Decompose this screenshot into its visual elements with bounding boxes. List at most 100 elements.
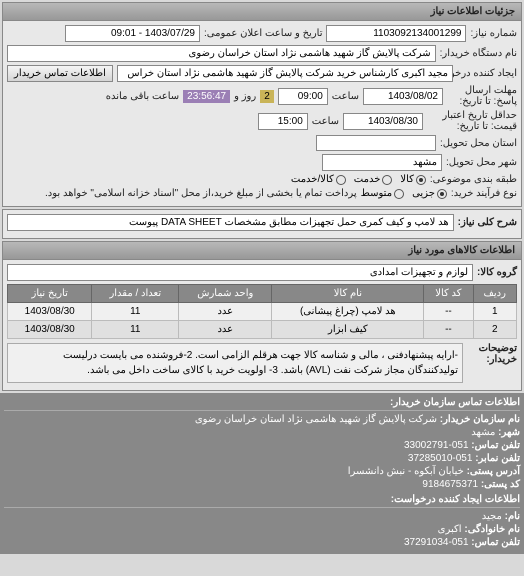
reply-deadline-label: مهلت ارسال پاسخ: تا تاریخ: bbox=[447, 85, 517, 107]
row-city: شهر محل تحویل: مشهد bbox=[7, 154, 517, 171]
device-name-label: نام دستگاه خریدار: bbox=[440, 48, 517, 59]
need-desc-field: هد لامپ و کیف کمری حمل تجهیزات مطابق مشخ… bbox=[7, 214, 454, 231]
radio-goods[interactable]: کالا bbox=[400, 174, 426, 185]
name-label: نام: bbox=[505, 511, 520, 522]
contact-section-title: اطلاعات تماس سازمان خریدار: bbox=[4, 397, 520, 411]
row-buyer-notes: توضیحات خریدار: -ارایه پیشنهادفنی ، مالی… bbox=[7, 343, 517, 383]
need-desc-label: شرح کلی نیاز: bbox=[458, 217, 517, 228]
row-need-desc: شرح کلی نیاز: هد لامپ و کیف کمری حمل تجه… bbox=[7, 214, 517, 231]
goods-group-label: گروه کالا: bbox=[477, 267, 517, 278]
contact-city-value: مشهد bbox=[471, 427, 495, 438]
goods-group-field: لوازم و تجهیزات امدادی bbox=[7, 264, 473, 281]
radio-both[interactable]: کالا/خدمت bbox=[291, 174, 346, 185]
datetime-label: تاریخ و ساعت اعلان عمومی: bbox=[204, 28, 323, 39]
address-value: خیابان آبکوه - نبش دانشسرا bbox=[348, 466, 464, 477]
cell: -- bbox=[424, 303, 473, 321]
radio-goods-circle bbox=[416, 175, 426, 185]
radio-service-label: خدمت bbox=[354, 174, 381, 185]
cell: هد لامپ (چراغ پیشانی) bbox=[272, 303, 424, 321]
process-radio-group: جزیی متوسط bbox=[361, 188, 447, 199]
radio-service-circle bbox=[382, 175, 392, 185]
goods-table: ردیف کد کالا نام کالا واحد شمارش تعداد /… bbox=[7, 284, 517, 339]
main-panel: جزئیات اطلاعات نیاز شماره نیاز: 11030921… bbox=[2, 2, 522, 207]
min-valid-date-field: 1403/08/30 bbox=[343, 113, 423, 130]
cell: 1403/08/30 bbox=[8, 303, 92, 321]
cell: 11 bbox=[92, 321, 179, 339]
creator-phone-label: تلفن تماس: bbox=[471, 537, 520, 548]
need-number-label: شماره نیاز: bbox=[470, 28, 517, 39]
table-row: 1 -- هد لامپ (چراغ پیشانی) عدد 11 1403/0… bbox=[8, 303, 517, 321]
radio-goods-label: کالا bbox=[400, 174, 414, 185]
radio-medium[interactable]: متوسط bbox=[361, 188, 404, 199]
contact-city-label: شهر: bbox=[498, 427, 520, 438]
row-reply-deadline: مهلت ارسال پاسخ: تا تاریخ: 1403/08/02 سا… bbox=[7, 85, 517, 107]
row-province: استان محل تحویل: bbox=[7, 135, 517, 151]
cell: 1403/08/30 bbox=[8, 321, 92, 339]
cell: -- bbox=[424, 321, 473, 339]
row-goods-group: گروه کالا: لوازم و تجهیزات امدادی bbox=[7, 264, 517, 281]
cell: 11 bbox=[92, 303, 179, 321]
creator-lastname-line: نام خانوادگی: اکبری bbox=[4, 524, 520, 535]
contact-address-line: آدرس پستی: خیابان آبکوه - نبش دانشسرا bbox=[4, 466, 520, 477]
creator-name-line: نام: مجید bbox=[4, 511, 520, 522]
postcode-value: 9184675371 bbox=[422, 479, 478, 490]
radio-both-circle bbox=[336, 175, 346, 185]
goods-panel: اطلاعات کالاهای مورد نیاز گروه کالا: لوا… bbox=[2, 241, 522, 391]
time-label-2: ساعت bbox=[312, 116, 339, 127]
province-label: استان محل تحویل: bbox=[440, 138, 517, 149]
datetime-field: 1403/07/29 - 09:01 bbox=[65, 25, 200, 42]
col-name: نام کالا bbox=[272, 285, 424, 303]
requester-field: مجید اکبری کارشناس خرید شرکت پالایش گاز … bbox=[117, 65, 453, 82]
cell: کیف ابزار bbox=[272, 321, 424, 339]
contact-phone-line: تلفن تماس: 051-33002791 bbox=[4, 440, 520, 451]
table-row: 2 -- کیف ابزار عدد 11 1403/08/30 bbox=[8, 321, 517, 339]
row-min-valid: حداقل تاریخ اعتبار قیمت: تا تاریخ: 1403/… bbox=[7, 110, 517, 132]
remaining-time-badge: 23:56:47 bbox=[183, 90, 230, 103]
requester-label: ایجاد کننده درخواست: bbox=[457, 68, 517, 79]
category-radio-group: کالا خدمت کالا/خدمت bbox=[291, 174, 426, 185]
lastname-label: نام خانوادگی: bbox=[464, 524, 520, 535]
contact-section: اطلاعات تماس سازمان خریدار: نام سازمان خ… bbox=[0, 393, 524, 554]
goods-body: گروه کالا: لوازم و تجهیزات امدادی ردیف ک… bbox=[3, 260, 521, 390]
reply-time-field: 09:00 bbox=[278, 88, 328, 105]
city-field: مشهد bbox=[322, 154, 442, 171]
address-label: آدرس پستی: bbox=[467, 466, 520, 477]
need-desc-body: شرح کلی نیاز: هد لامپ و کیف کمری حمل تجه… bbox=[3, 210, 521, 238]
city-label: شهر محل تحویل: bbox=[446, 157, 517, 168]
radio-medium-label: متوسط bbox=[361, 188, 392, 199]
radio-service[interactable]: خدمت bbox=[354, 174, 393, 185]
panel-body: شماره نیاز: 1103092134001299 تاریخ و ساع… bbox=[3, 21, 521, 206]
row-process-type: نوع فرآیند خرید: جزیی متوسط پرداخت تمام … bbox=[7, 188, 517, 199]
buyer-notes-text: -ارایه پیشنهادفنی ، مالی و شناسه کالا جه… bbox=[7, 343, 463, 383]
reply-date-field: 1403/08/02 bbox=[363, 88, 443, 105]
lastname-value: اکبری bbox=[438, 524, 462, 535]
need-desc-panel: شرح کلی نیاز: هد لامپ و کیف کمری حمل تجه… bbox=[2, 209, 522, 239]
cell: 1 bbox=[473, 303, 516, 321]
col-qty: تعداد / مقدار bbox=[92, 285, 179, 303]
device-name-field: شرکت پالایش گاز شهید هاشمی نژاد استان خر… bbox=[7, 45, 436, 62]
min-valid-time-field: 15:00 bbox=[258, 113, 308, 130]
contact-org-line: نام سازمان خریدار: شرکت پالایش گاز شهید … bbox=[4, 414, 520, 425]
phone-label: تلفن تماس: bbox=[471, 440, 520, 451]
contact-buyer-button[interactable]: اطلاعات تماس خریدار bbox=[7, 65, 113, 82]
need-number-field: 1103092134001299 bbox=[326, 25, 466, 42]
col-code: کد کالا bbox=[424, 285, 473, 303]
col-date: تاریخ نیاز bbox=[8, 285, 92, 303]
row-category: طبقه بندی موضوعی: کالا خدمت کالا/خدمت bbox=[7, 174, 517, 185]
phone-value: 051-33002791 bbox=[404, 440, 469, 451]
goods-table-body: 1 -- هد لامپ (چراغ پیشانی) عدد 11 1403/0… bbox=[8, 303, 517, 339]
radio-partial-label: جزیی bbox=[412, 188, 435, 199]
fax-value: 051-37285010 bbox=[408, 453, 473, 464]
radio-both-label: کالا/خدمت bbox=[291, 174, 334, 185]
name-value: مجید bbox=[482, 511, 502, 522]
radio-medium-circle bbox=[394, 189, 404, 199]
contact-fax-line: تلفن نمابر: 051-37285010 bbox=[4, 453, 520, 464]
panel-title: جزئیات اطلاعات نیاز bbox=[3, 3, 521, 21]
goods-section-title: اطلاعات کالاهای مورد نیاز bbox=[3, 242, 521, 260]
row-requester: ایجاد کننده درخواست: مجید اکبری کارشناس … bbox=[7, 65, 517, 82]
cell: عدد bbox=[179, 303, 272, 321]
creator-phone-value: 051-37291034 bbox=[404, 537, 469, 548]
radio-partial[interactable]: جزیی bbox=[412, 188, 447, 199]
postcode-label: کد پستی: bbox=[481, 479, 520, 490]
col-row: ردیف bbox=[473, 285, 516, 303]
